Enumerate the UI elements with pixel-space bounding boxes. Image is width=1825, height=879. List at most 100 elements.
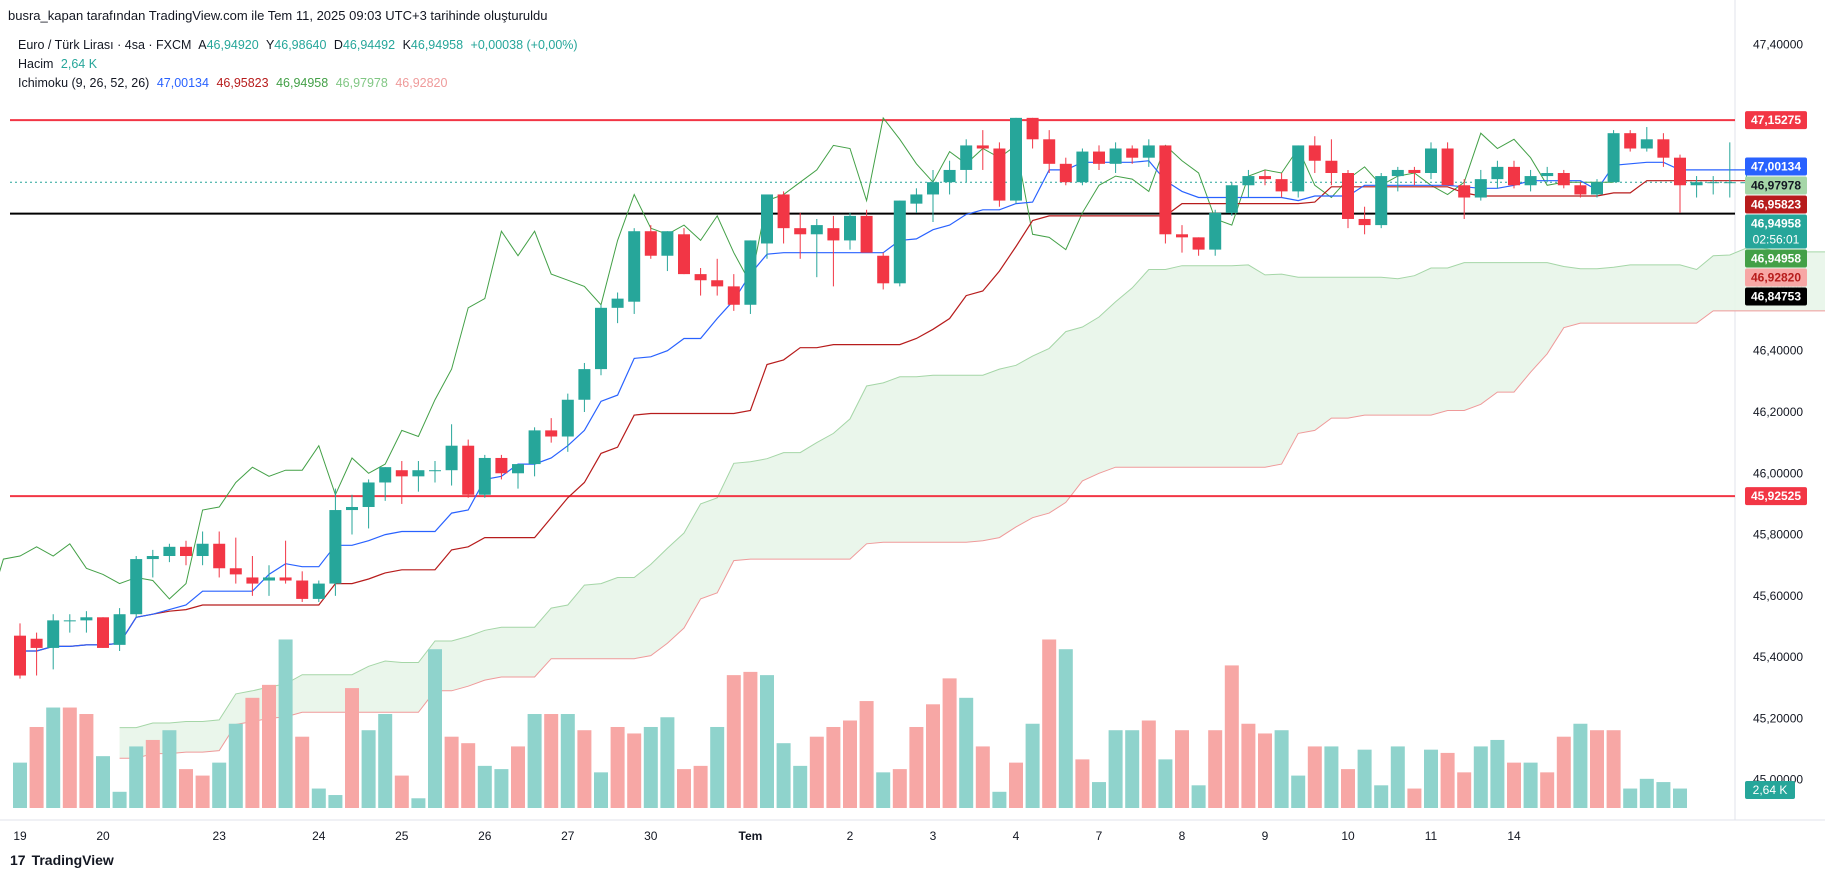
- volume-bar: [1490, 739, 1505, 808]
- volume-bar: [660, 717, 675, 808]
- candle-body: [1225, 185, 1238, 213]
- volume-bar: [1141, 720, 1156, 808]
- volume-bar: [461, 743, 476, 808]
- candle-body: [1142, 145, 1155, 158]
- candle-body: [1308, 145, 1321, 161]
- time-axis-tick: 23: [213, 829, 227, 843]
- ichimoku-cloud: [119, 248, 1825, 759]
- span-b-line: [119, 310, 1825, 759]
- volume-bar: [1241, 723, 1256, 808]
- tradingview-logo-icon: 17: [10, 852, 26, 868]
- price-label-tag: [1745, 111, 1807, 130]
- volume-bar: [477, 765, 492, 808]
- tradingview-logo[interactable]: 17 TradingView: [10, 852, 114, 868]
- time-axis-tick: 19: [13, 829, 27, 843]
- volume-bar: [809, 736, 824, 808]
- price-label-tag: [1745, 157, 1807, 176]
- candle-body: [412, 470, 425, 477]
- volume-bar: [726, 675, 741, 808]
- volume-bar: [1341, 769, 1355, 808]
- volume-bar: [610, 726, 625, 808]
- volume-bar: [129, 746, 144, 808]
- price-label-text: 47,15275: [1751, 113, 1801, 127]
- volume-bar: [1357, 749, 1372, 808]
- time-axis-tick: 4: [1013, 829, 1020, 843]
- volume-bar: [96, 756, 110, 808]
- candle-body: [1176, 234, 1188, 238]
- price-label-tag: [1745, 487, 1807, 506]
- volume-bar: [1191, 785, 1206, 808]
- volume-bar: [1639, 778, 1654, 808]
- volume-legend[interactable]: Hacim 2,64 K: [18, 57, 101, 71]
- volume-bar: [942, 678, 957, 808]
- volume-label-text: 2,64 K: [1753, 783, 1788, 797]
- price-label-text: 45,92525: [1751, 489, 1801, 503]
- candle-body: [1557, 173, 1570, 186]
- time-axis-tick: 30: [644, 829, 658, 843]
- candle-body: [1259, 176, 1271, 180]
- candle-body: [512, 464, 524, 474]
- candle-body: [146, 556, 159, 560]
- volume-bar: [1507, 762, 1521, 808]
- tradingview-logo-text: TradingView: [31, 852, 114, 868]
- volume-bar: [577, 730, 592, 808]
- price-axis-tick: 46,40000: [1753, 344, 1803, 358]
- candle-body: [1076, 151, 1089, 183]
- volume-bar: [793, 765, 808, 808]
- span-b-value: 46,92820: [395, 76, 448, 90]
- volume-bar: [1374, 785, 1389, 808]
- candle-body: [910, 194, 923, 204]
- candle-body: [694, 274, 707, 281]
- price-label-tag: [1745, 287, 1807, 306]
- candle-body: [1474, 179, 1487, 198]
- time-axis-tick: 26: [478, 829, 492, 843]
- time-axis-tick: 10: [1341, 829, 1355, 843]
- candle-body: [545, 430, 558, 437]
- volume-bar: [892, 769, 907, 808]
- candle-body: [844, 215, 856, 241]
- price-axis-tick: 46,20000: [1753, 405, 1803, 419]
- volume-bar: [1623, 788, 1638, 808]
- time-axis-tick: 24: [312, 829, 326, 843]
- volume-bar: [1058, 649, 1073, 808]
- symbol-legend[interactable]: Euro / Türk Lirası · 4sa · FXCM A46,9492…: [18, 38, 582, 52]
- price-label-tag: [1745, 214, 1807, 249]
- candle-body: [196, 543, 209, 557]
- time-axis-tick: 8: [1179, 829, 1186, 843]
- time-axis-tick: 9: [1262, 829, 1269, 843]
- volume-bar: [145, 739, 160, 808]
- ichimoku-label[interactable]: Ichimoku (9, 26, 52, 26): [18, 76, 150, 90]
- candle-body: [1043, 139, 1056, 164]
- candle-body: [993, 148, 1006, 201]
- symbol-name[interactable]: Euro / Türk Lirası · 4sa · FXCM: [18, 38, 192, 52]
- volume-label[interactable]: Hacim: [18, 57, 54, 71]
- candle-body: [528, 430, 541, 465]
- candle-body: [346, 506, 358, 511]
- candle-body: [1723, 182, 1736, 184]
- volume-bar: [677, 769, 691, 808]
- volume-bar: [926, 704, 940, 808]
- candle-body: [1325, 160, 1338, 174]
- price-axis-tick: 45,60000: [1753, 589, 1803, 603]
- volume-bar: [195, 775, 210, 808]
- volume-bar: [743, 671, 758, 808]
- candle-body: [1491, 166, 1504, 180]
- candle-body: [395, 470, 408, 477]
- candle-body: [1010, 117, 1022, 201]
- candle-body: [429, 470, 441, 472]
- candle-body: [47, 620, 60, 648]
- candle-body: [1624, 133, 1637, 149]
- candle-body: [246, 577, 259, 584]
- ichimoku-legend[interactable]: Ichimoku (9, 26, 52, 26) 47,00134 46,958…: [18, 76, 451, 90]
- time-axis-tick: 20: [96, 829, 110, 843]
- time-axis-tick: 11: [1425, 829, 1438, 843]
- price-axis-tick: 45,80000: [1753, 528, 1803, 542]
- countdown-text: 02:56:01: [1753, 232, 1800, 246]
- volume-bar: [1158, 759, 1173, 808]
- candle-body: [1358, 218, 1371, 226]
- candle-body: [727, 286, 740, 305]
- volume-bar: [179, 769, 193, 808]
- volume-bar: [228, 723, 243, 808]
- volume-bar: [959, 697, 974, 808]
